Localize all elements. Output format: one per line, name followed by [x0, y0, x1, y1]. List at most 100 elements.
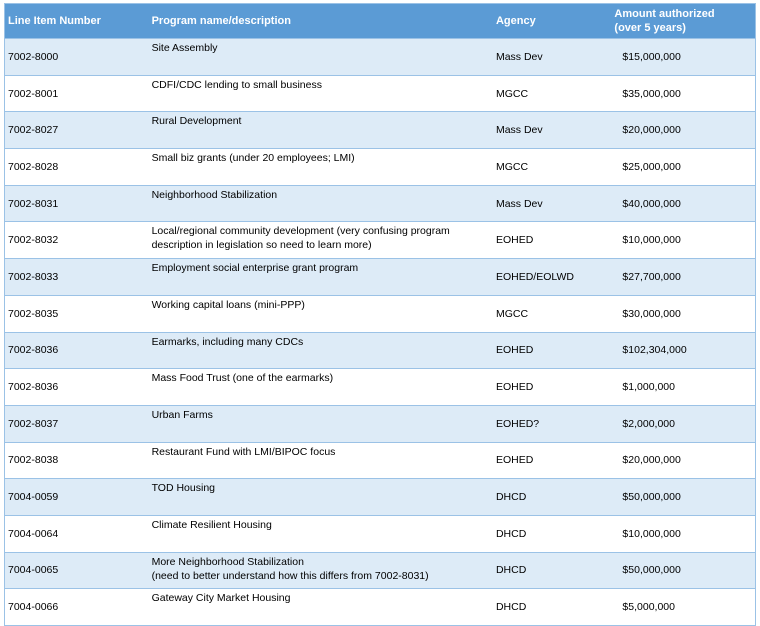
- table-row: 7004-0066 Gateway City Market Housing DHCD…: [5, 588, 755, 625]
- header-program: Program name/description: [151, 4, 496, 39]
- program-description: Restaurant Fund with LMI/BIPOC focus: [151, 445, 336, 458]
- agency-cell: EOHED: [495, 441, 615, 479]
- program-description: Local/regional community development (ve…: [151, 225, 450, 238]
- amount-cell: $50,000,000: [614, 478, 755, 516]
- table-row: 7002-8033 Employment social enterprise gr…: [5, 258, 755, 296]
- agency-cell: Mass Dev: [495, 184, 615, 222]
- agency-cell: EOHED/EOLWD: [495, 258, 615, 296]
- program-table-container: Line Item Number Program name/descriptio…: [4, 3, 756, 626]
- line-item-cell: 7004-0059: [5, 478, 152, 516]
- program-cell: Small biz grants (under 20 employees; LM…: [151, 148, 496, 186]
- program-cell: Neighborhood Stabilization: [151, 184, 496, 222]
- agency-cell: DHCD: [495, 514, 615, 553]
- amount-cell: $35,000,000: [614, 74, 755, 112]
- program-description: Gateway City Market Housing: [151, 592, 291, 605]
- table-row: 7002-8036 Mass Food Trust (one of the ear…: [5, 368, 755, 406]
- amount-cell: $20,000,000: [614, 111, 755, 149]
- agency-cell: EOHED: [495, 331, 615, 369]
- agency-cell: MGCC: [495, 148, 615, 186]
- program-description: Urban Farms: [151, 408, 213, 421]
- program-cell: Climate Resilient Housing: [151, 514, 496, 553]
- amount-cell: $2,000,000: [614, 404, 755, 443]
- program-cell: Local/regional community development (ve…: [151, 221, 496, 259]
- line-item-cell: 7002-8000: [5, 38, 152, 76]
- program-description: Earmarks, including many CDCs: [151, 335, 304, 348]
- table-row: 7004-0064 Climate Resilient Housing DHCD $1…: [5, 514, 755, 553]
- line-item-cell: 7002-8031: [5, 184, 152, 222]
- line-item-cell: 7002-8027: [5, 111, 152, 149]
- program-cell: Restaurant Fund with LMI/BIPOC focus: [151, 441, 496, 479]
- program-table: Line Item Number Program name/descriptio…: [5, 4, 755, 625]
- amount-cell: $50,000,000: [614, 551, 755, 589]
- amount-cell: $10,000,000: [614, 221, 755, 259]
- program-description: Mass Food Trust (one of the earmarks): [151, 372, 334, 385]
- header-line-item: Line Item Number: [5, 4, 152, 39]
- table-row: 7004-0059 TOD Housing DHCD $50,000,000: [5, 478, 755, 516]
- program-cell: More Neighborhood Stabilization (need to …: [151, 551, 496, 589]
- amount-cell: $25,000,000: [614, 148, 755, 186]
- amount-cell: $5,000,000: [614, 588, 755, 625]
- program-cell: TOD Housing: [151, 478, 496, 516]
- table-row: 7002-8036 Earmarks, including many CDCs EO…: [5, 331, 755, 369]
- agency-cell: DHCD: [495, 551, 615, 589]
- agency-cell: DHCD: [495, 478, 615, 516]
- agency-cell: EOHED: [495, 368, 615, 406]
- table-row: 7002-8037 Urban Farms EOHED? $2,000,000: [5, 404, 755, 443]
- agency-cell: MGCC: [495, 74, 615, 112]
- line-item-cell: 7002-8037: [5, 404, 152, 443]
- table-row: 7002-8038 Restaurant Fund with LMI/BIPOC …: [5, 441, 755, 479]
- program-cell: Urban Farms: [151, 404, 496, 443]
- amount-cell: $20,000,000: [614, 441, 755, 479]
- line-item-cell: 7002-8028: [5, 148, 152, 186]
- program-description: Rural Development: [151, 115, 242, 128]
- line-item-cell: 7002-8035: [5, 294, 152, 332]
- table-row: 7002-8001 CDFI/CDC lending to small busin…: [5, 74, 755, 112]
- agency-cell: EOHED?: [495, 404, 615, 443]
- agency-cell: EOHED: [495, 221, 615, 259]
- program-cell: CDFI/CDC lending to small business: [151, 74, 496, 112]
- table-row: 7002-8028 Small biz grants (under 20 empl…: [5, 148, 755, 186]
- table-row: 7002-8000 Site Assembly Mass Dev $15,000,00…: [5, 38, 755, 76]
- program-description: Neighborhood Stabilization: [151, 188, 278, 201]
- header-agency: Agency: [495, 4, 615, 39]
- amount-cell: $27,700,000: [614, 258, 755, 296]
- program-description: Small biz grants (under 20 employees; LM…: [151, 152, 355, 165]
- amount-cell: $15,000,000: [614, 38, 755, 76]
- agency-cell: Mass Dev: [495, 38, 615, 76]
- table-row: 7002-8031 Neighborhood Stabilization Mass …: [5, 184, 755, 222]
- program-description: CDFI/CDC lending to small business: [151, 78, 322, 91]
- program-cell: Working capital loans (mini-PPP): [151, 294, 496, 332]
- amount-cell: $1,000,000: [614, 368, 755, 406]
- program-cell: Site Assembly: [151, 38, 496, 76]
- program-description-continued: (need to better understand how this diff…: [151, 569, 429, 582]
- table-row: 7002-8035 Working capital loans (mini-PPP…: [5, 294, 755, 332]
- table-row: 7002-8032 Local/regional community develo…: [5, 221, 755, 259]
- line-item-cell: 7002-8038: [5, 441, 152, 479]
- amount-cell: $40,000,000: [614, 184, 755, 222]
- amount-cell: $102,304,000: [614, 331, 755, 369]
- table-row: 7002-8027 Rural Development Mass Dev $20,00…: [5, 111, 755, 149]
- header-amount: Amount authorized (over 5 years): [614, 4, 755, 39]
- amount-cell: $10,000,000: [614, 514, 755, 553]
- table-row: 7004-0065 More Neighborhood Stabilization…: [5, 551, 755, 589]
- program-cell: Gateway City Market Housing: [151, 588, 496, 625]
- line-item-cell: 7002-8036: [5, 331, 152, 369]
- program-description: Working capital loans (mini-PPP): [151, 298, 305, 311]
- program-description: Employment social enterprise grant progr…: [151, 262, 359, 275]
- program-description: Site Assembly: [151, 42, 218, 54]
- agency-cell: DHCD: [495, 588, 615, 625]
- agency-cell: MGCC: [495, 294, 615, 332]
- table-header-row: Line Item Number Program name/descriptio…: [5, 4, 755, 39]
- line-item-cell: 7002-8036: [5, 368, 152, 406]
- line-item-cell: 7004-0066: [5, 588, 152, 625]
- program-description-continued: description in legislation so need to le…: [151, 239, 372, 252]
- program-cell: Rural Development: [151, 111, 496, 149]
- program-cell: Mass Food Trust (one of the earmarks): [151, 368, 496, 406]
- line-item-cell: 7002-8033: [5, 258, 152, 296]
- program-description: More Neighborhood Stabilization: [151, 555, 304, 568]
- program-description: Climate Resilient Housing: [151, 518, 272, 531]
- line-item-cell: 7004-0064: [5, 514, 152, 553]
- line-item-cell: 7002-8032: [5, 221, 152, 259]
- program-description: TOD Housing: [151, 482, 215, 495]
- amount-cell: $30,000,000: [614, 294, 755, 332]
